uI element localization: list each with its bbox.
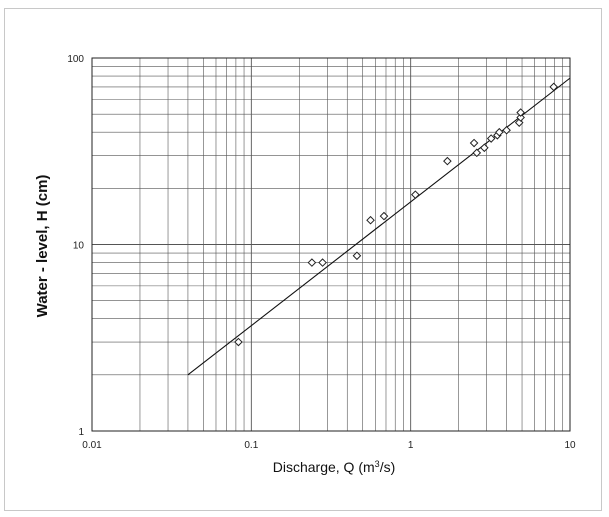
data-point-marker [352, 251, 362, 261]
y-tick-label: 100 [67, 54, 84, 65]
x-tick-label: 10 [564, 440, 576, 451]
x-tick-label: 1 [408, 440, 414, 451]
data-point-marker [516, 108, 525, 117]
data-point-marker [307, 258, 317, 267]
data-point-marker [366, 215, 375, 225]
data-point-marker [486, 134, 496, 143]
data-point-marker [480, 143, 489, 153]
data-point-marker [411, 190, 420, 199]
y-tick-label: 1 [78, 427, 84, 438]
data-point-marker [318, 258, 327, 267]
fit-line-group [187, 77, 571, 376]
x-tick-label: 0.1 [244, 440, 258, 451]
data-points [234, 82, 558, 347]
data-point-marker [469, 138, 479, 148]
data-point-marker [502, 125, 511, 135]
data-point-marker [494, 127, 504, 137]
x-tick-labels: 0.01 0.1 1 10 [82, 440, 576, 451]
plot-area [91, 57, 571, 432]
y-tick-labels: 1 10 100 [67, 54, 84, 438]
y-axis-label: Water - level, H (cm) [34, 175, 51, 318]
data-point-marker [443, 156, 452, 166]
data-point-marker [472, 148, 482, 158]
x-tick-label: 0.01 [82, 440, 102, 451]
chart-frame [4, 8, 602, 511]
grid [91, 58, 570, 432]
fit-line [187, 77, 571, 376]
x-axis-label: Discharge, Q (m3/s) [273, 459, 396, 475]
data-point-marker [234, 337, 243, 347]
data-point-marker [379, 211, 389, 221]
data-point-marker [516, 113, 525, 122]
data-point-marker [549, 82, 558, 92]
y-tick-label: 10 [73, 241, 85, 252]
